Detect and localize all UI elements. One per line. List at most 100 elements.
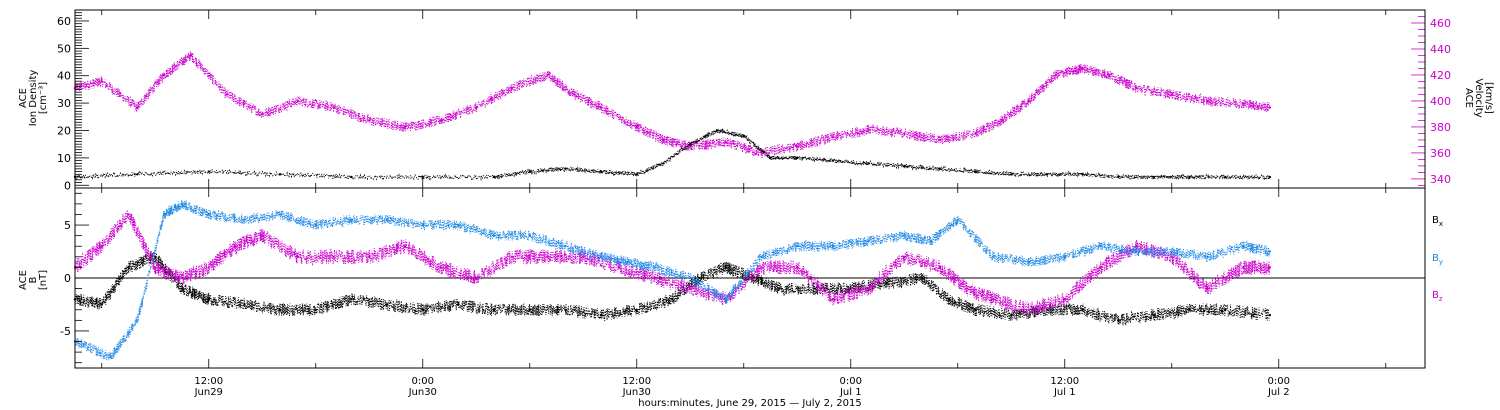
velocity-trace: [74, 50, 1271, 158]
density-point: [1081, 173, 1084, 176]
bz-point: [617, 266, 621, 269]
bx-point: [885, 282, 888, 285]
velocity-axis-label-name: Velocity: [1473, 78, 1484, 117]
density-point: [278, 173, 282, 176]
bz-point: [207, 266, 210, 269]
bz-point: [689, 287, 692, 290]
velocity-point: [296, 99, 300, 103]
date-tick-label: Jun30: [408, 387, 437, 398]
bz-point: [1134, 245, 1138, 248]
imf-axis-label-name: B: [28, 276, 39, 283]
by-point: [243, 218, 246, 221]
imf-axis-label-unit: [nT]: [38, 270, 49, 290]
density-point: [715, 129, 719, 132]
velocity-point: [475, 106, 478, 109]
velocity-point: [662, 138, 665, 142]
density-tick-label: 0: [64, 179, 71, 192]
imf-axes: -5 0 5: [60, 192, 89, 364]
bz-point: [439, 266, 442, 269]
bx-point: [1117, 319, 1120, 322]
by-point: [278, 213, 282, 216]
by-point: [956, 218, 959, 221]
by-point: [903, 234, 906, 237]
legend-by-sub: y: [1439, 258, 1443, 266]
panel-imf: -5 0 5 ACE B [nT] Bx By Bz: [18, 187, 1443, 369]
density-point: [867, 162, 870, 165]
bz-point: [903, 255, 906, 258]
velocity-tick-label: 420: [1430, 69, 1451, 82]
velocity-point: [1206, 99, 1209, 103]
bx-point: [1268, 313, 1272, 317]
density-point: [492, 175, 496, 179]
date-tick-label: Jul 2: [1267, 387, 1290, 398]
time-tick-label: 0:00: [1268, 376, 1290, 387]
density-tick-label: 10: [57, 152, 71, 165]
by-trace: [74, 199, 1271, 361]
bz-point: [234, 245, 237, 248]
velocity-point: [938, 138, 942, 142]
density-point: [831, 159, 835, 162]
bx-point: [1188, 308, 1191, 311]
bx-point: [635, 308, 638, 311]
velocity-point: [189, 54, 193, 57]
bz-point: [127, 213, 130, 216]
velocity-point: [974, 132, 977, 135]
velocity-point: [403, 125, 407, 129]
velocity-point: [1001, 119, 1004, 122]
time-tick-label: 0:00: [840, 376, 862, 387]
legend-by-base: B: [1432, 253, 1439, 264]
bx-point: [154, 255, 157, 258]
bx-point: [207, 298, 210, 301]
bx-trace: [74, 250, 1270, 326]
time-tick-label: 0:00: [412, 376, 434, 387]
plasma-axes: 0 10 20 30 40 50 60 340 360 380 400 420 440 460: [57, 9, 1451, 192]
time-tick-label: 12:00: [194, 376, 223, 387]
bx-point: [421, 308, 424, 311]
density-axis-label-name: Ion Density: [28, 70, 39, 127]
bx-point: [599, 313, 603, 317]
by-point: [564, 245, 567, 248]
density-point: [938, 167, 942, 170]
density-point: [1152, 175, 1156, 179]
bz-point: [1099, 266, 1102, 269]
by-point: [421, 223, 424, 227]
velocity-tick-label: 380: [1430, 121, 1451, 134]
bz-point: [1241, 266, 1245, 269]
by-point: [1099, 245, 1102, 248]
density-trace: [74, 126, 1270, 181]
density-point: [599, 170, 603, 173]
bz-point: [1027, 308, 1031, 311]
density-tick-label: 40: [57, 70, 71, 83]
bz-point: [154, 266, 157, 269]
by-point: [867, 239, 870, 243]
bx-point: [1081, 308, 1084, 311]
by-point: [314, 223, 317, 227]
velocity-point: [1108, 73, 1111, 77]
by-point: [929, 239, 933, 243]
bz-point: [403, 245, 407, 248]
velocity-axis-label-ace: ACE: [1463, 88, 1474, 108]
date-tick-label: Jun29: [194, 387, 223, 398]
velocity-point: [225, 93, 228, 96]
density-point: [528, 170, 531, 173]
velocity-tick-label: 440: [1430, 43, 1451, 56]
bx-point: [100, 303, 104, 306]
velocity-point: [724, 141, 728, 144]
density-point: [1188, 175, 1191, 179]
imf-tick-label: 5: [64, 219, 71, 232]
date-tick-label: Jul 1: [1053, 387, 1076, 398]
bz-point: [992, 298, 995, 301]
bz-point: [180, 276, 184, 280]
bz-point: [1268, 266, 1272, 269]
bx-point: [528, 308, 531, 311]
by-point: [1063, 255, 1067, 258]
velocity-point: [1170, 93, 1174, 96]
plasma-series: [73, 50, 1272, 181]
velocity-tick-label: 460: [1430, 17, 1451, 30]
density-point: [136, 173, 139, 176]
by-point: [1241, 245, 1245, 248]
density-point: [1045, 173, 1049, 176]
velocity-axis-label-unit: [km/s]: [1483, 82, 1494, 114]
